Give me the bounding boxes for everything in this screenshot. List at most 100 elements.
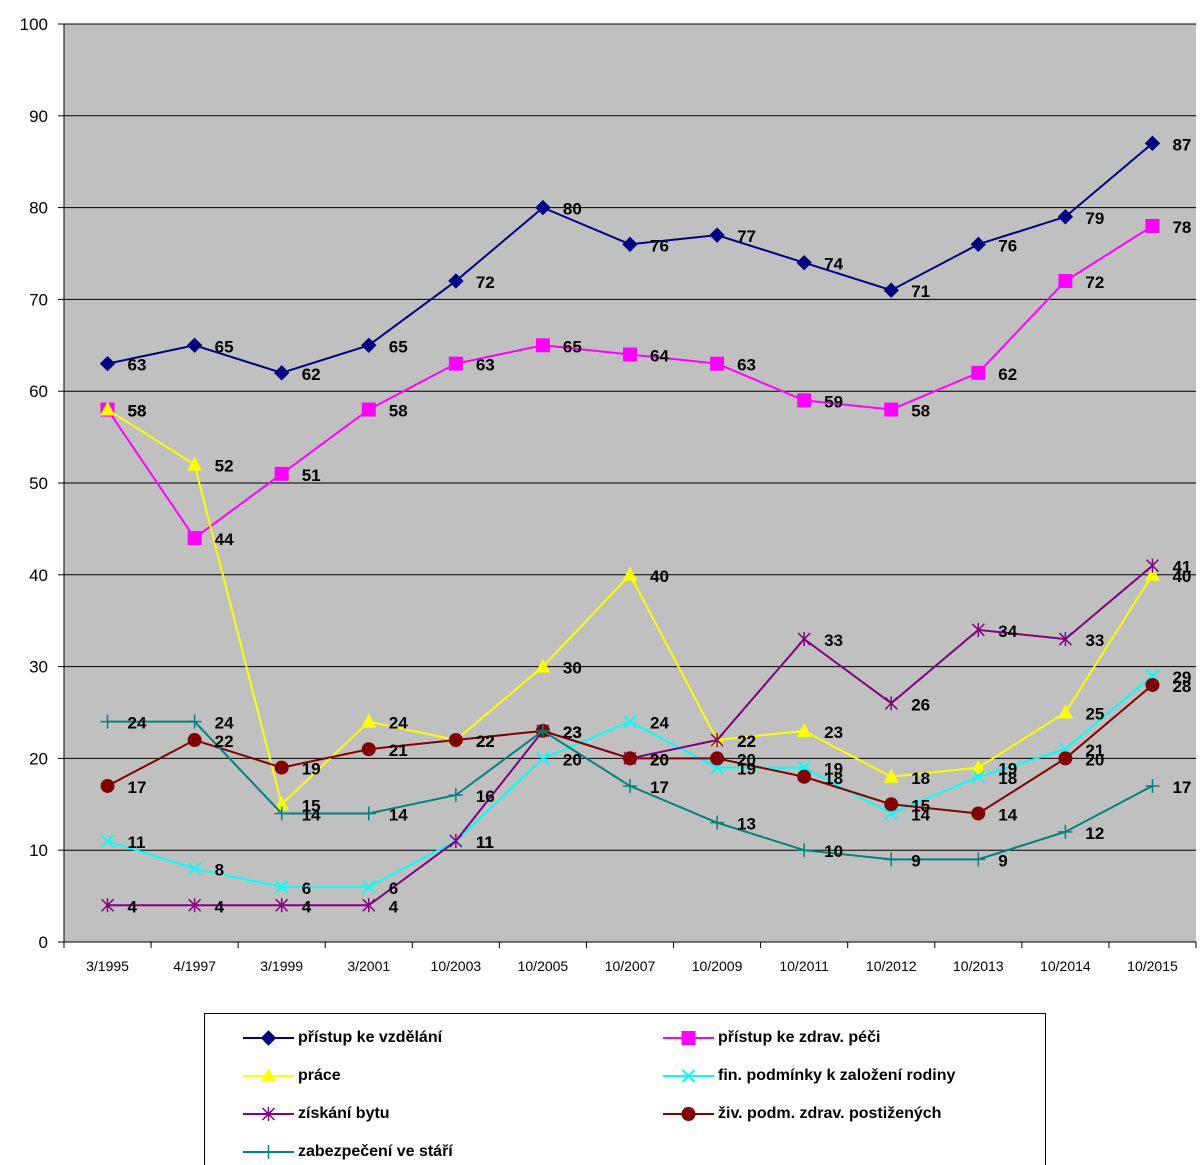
x-tick-label: 10/2005 [518, 958, 569, 974]
y-tick-label: 70 [29, 290, 48, 309]
x-tick-label: 3/2001 [347, 958, 390, 974]
data-point [1145, 677, 1160, 692]
data-point [623, 778, 637, 793]
data-point [796, 722, 812, 737]
data-point [710, 356, 725, 371]
data-label: 20 [650, 750, 669, 769]
y-axis-ticks: 0 10 20 30 40 50 60 70 80 90 100 [20, 15, 48, 952]
data-point [623, 347, 637, 362]
data-point [797, 632, 811, 647]
data-label: 14 [998, 805, 1017, 824]
data-point [274, 760, 289, 775]
data-label: 20 [737, 750, 756, 769]
data-point [100, 714, 115, 729]
legend-item: přístup ke zdrav. péči [661, 1026, 880, 1050]
data-label: 19 [824, 760, 843, 779]
data-label: 4 [215, 897, 225, 916]
data-point [448, 733, 463, 748]
legend-label: živ. podm. zdrav. postižených [718, 1105, 942, 1122]
data-point [970, 759, 986, 774]
data-point [883, 768, 899, 783]
legend-item: zabezpečení ve stáří [241, 1140, 453, 1164]
data-point [101, 898, 115, 913]
data-point [448, 273, 464, 289]
data-point [971, 365, 986, 380]
data-label: 19 [737, 760, 756, 779]
data-label: 22 [476, 732, 495, 751]
data-point [884, 402, 899, 417]
data-label: 24 [215, 714, 234, 733]
legend-swatch [243, 1068, 294, 1082]
data-point [187, 714, 202, 729]
data-point [971, 806, 986, 821]
data-label: 11 [476, 833, 494, 852]
data-point [971, 622, 985, 637]
data-label: 76 [650, 236, 669, 255]
x-tick-label: 4/1997 [173, 958, 216, 974]
data-label: 23 [563, 723, 582, 742]
data-label: 18 [824, 769, 843, 788]
x-tick-label: 10/2012 [866, 958, 917, 974]
data-point [448, 788, 463, 803]
data-point [536, 751, 550, 766]
data-label: 20 [1085, 750, 1104, 769]
data-point [970, 236, 987, 253]
y-tick-label: 40 [29, 566, 48, 585]
legend-swatch [243, 1030, 294, 1046]
data-point [971, 852, 986, 867]
data-label: 14 [302, 805, 321, 824]
data-point [535, 338, 550, 353]
data-label: 17 [128, 778, 147, 797]
data-point [188, 898, 202, 913]
data-point [535, 199, 551, 216]
data-label: 52 [215, 457, 234, 476]
data-label: 58 [911, 402, 930, 421]
data-label: 6 [302, 879, 311, 898]
data-label: 40 [1172, 567, 1191, 586]
data-point [361, 402, 376, 417]
data-label: 59 [824, 392, 843, 411]
data-label: 10 [824, 842, 843, 861]
data-label: 14 [389, 805, 408, 824]
data-point [710, 815, 725, 830]
data-point [1057, 209, 1074, 225]
data-label: 21 [389, 741, 408, 760]
data-label: 19 [998, 760, 1017, 779]
data-label: 78 [1172, 218, 1191, 237]
data-label: 24 [128, 714, 147, 733]
data-point [187, 456, 203, 471]
data-label: 76 [998, 236, 1017, 255]
data-label: 23 [563, 723, 582, 742]
data-label: 9 [911, 851, 920, 870]
data-point [709, 227, 725, 243]
data-point [449, 834, 463, 849]
data-label: 79 [1085, 209, 1104, 228]
legend-item: získání bytu [241, 1102, 390, 1126]
data-label: 30 [563, 659, 582, 678]
data-point [361, 337, 377, 354]
data-point [187, 733, 202, 748]
data-point [1058, 274, 1073, 289]
data-point [1058, 824, 1073, 839]
data-label: 13 [737, 815, 756, 834]
legend-swatch [243, 1107, 294, 1121]
data-point [1145, 218, 1160, 233]
data-label: 62 [302, 365, 321, 384]
data-label: 19 [302, 760, 321, 779]
x-tick-label: 3/1999 [260, 958, 303, 974]
data-point [274, 806, 289, 821]
series-7 [100, 714, 1160, 867]
data-label: 15 [911, 796, 930, 815]
data-point [622, 566, 638, 581]
data-point [710, 751, 725, 766]
data-point [362, 880, 376, 894]
legend-item: živ. podm. zdrav. postižených [661, 1102, 941, 1126]
data-point [274, 796, 290, 811]
data-point [884, 852, 899, 867]
data-point [100, 401, 116, 416]
data-label: 14 [911, 805, 930, 824]
data-point [99, 355, 116, 372]
data-point [260, 1030, 277, 1046]
